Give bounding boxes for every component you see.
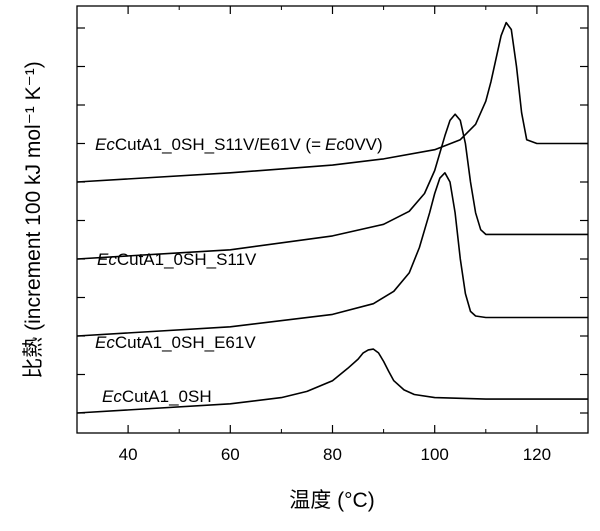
x-tick-label: 80 xyxy=(323,445,342,464)
series-label: EcCutA1_0SH xyxy=(102,387,212,406)
series-line xyxy=(76,113,588,260)
series-line xyxy=(76,21,588,183)
series-line xyxy=(76,348,588,414)
x-axis-title: 温度 (°C) xyxy=(289,489,374,512)
series-label: EcCutA1_0SH_S11V xyxy=(97,250,257,269)
curves xyxy=(76,21,588,414)
series-label: EcCutA1_0SH_S11V/E61V (= Ec0VV) xyxy=(95,135,383,154)
x-tick-label: 60 xyxy=(221,445,240,464)
plot-frame xyxy=(76,5,589,434)
series-labels: EcCutA1_0SH EcCutA1_0SH_E61V EcCutA1_0SH_S… xyxy=(95,135,383,406)
y-axis-title: 比熱 (increment 100 kJ mol⁻¹ K⁻¹) xyxy=(22,61,45,378)
series-label: EcCutA1_0SH_E61V xyxy=(95,333,256,352)
x-tick-label: 40 xyxy=(119,445,138,464)
x-tick-label: 120 xyxy=(523,445,551,464)
series-line xyxy=(76,172,588,337)
x-tick-label: 100 xyxy=(421,445,449,464)
